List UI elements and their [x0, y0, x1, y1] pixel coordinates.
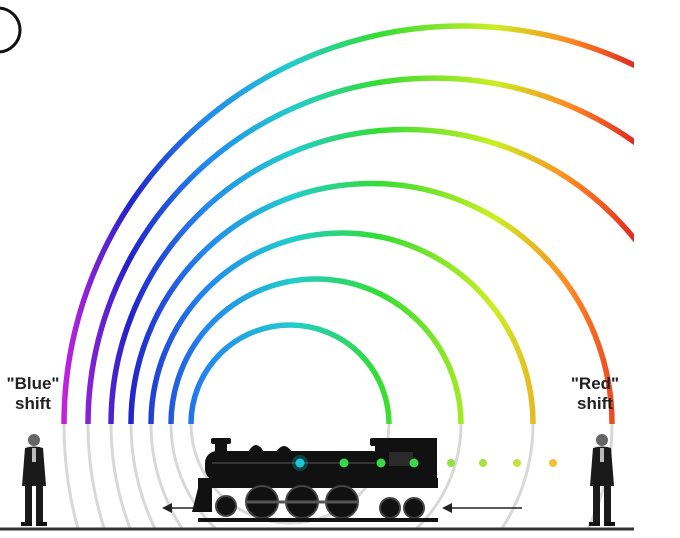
partial-circle-mark	[0, 6, 22, 54]
blue-shift-line1: "Blue"	[6, 374, 60, 393]
blue-shift-line2: shift	[15, 394, 51, 413]
person-icon	[21, 434, 47, 526]
wavefront-ghost-arc	[149, 424, 535, 530]
wavefront-arc	[148, 230, 536, 424]
blue-shift-label: "Blue" shift	[0, 374, 66, 414]
wavefront-arc	[108, 126, 634, 424]
red-shift-line2: shift	[577, 394, 613, 413]
arrow-left-icon	[162, 503, 196, 513]
wavefront-arc	[61, 23, 634, 424]
red-shift-label: "Red" shift	[562, 374, 628, 414]
trail-dots	[447, 459, 557, 467]
person-icon	[589, 434, 615, 526]
steam-locomotive-icon	[192, 438, 438, 522]
red-shift-line1: "Red"	[570, 374, 620, 393]
arrow-left-icon	[442, 503, 522, 513]
wavefront-arc	[168, 276, 464, 424]
wavefront-arc	[188, 322, 392, 424]
wavefront-arc	[128, 180, 615, 424]
wavefronts-colored	[61, 23, 634, 424]
wavefront-ghost-arc	[169, 424, 463, 530]
wavefront-arc	[85, 75, 634, 424]
